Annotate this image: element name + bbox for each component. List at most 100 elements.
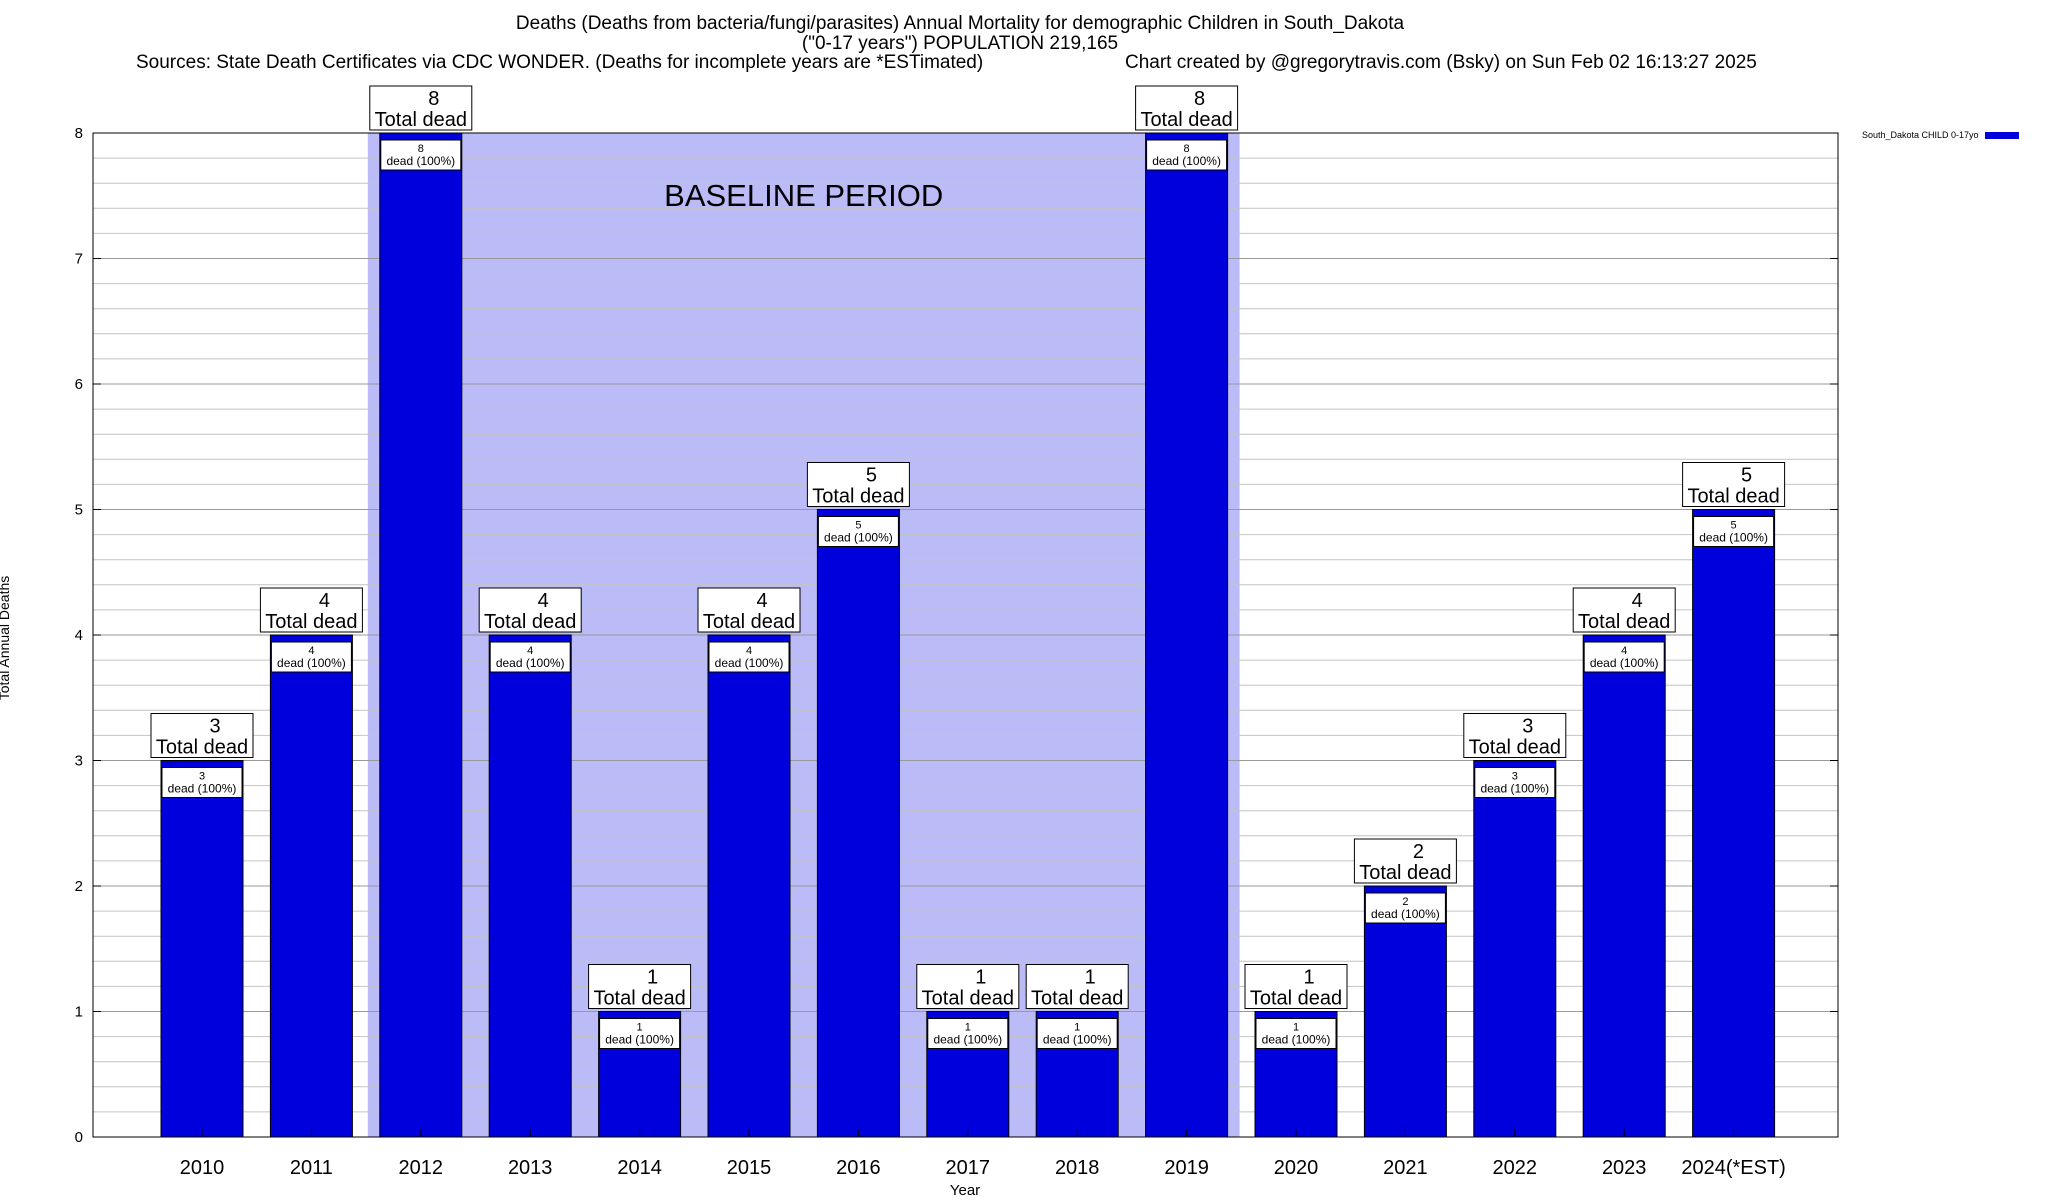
bar-total-label-box <box>1353 838 1457 884</box>
bar-total-value: 4 <box>1632 590 1643 612</box>
bar-total-label-box <box>1463 713 1567 758</box>
bar-inner-value: 1 <box>1074 1022 1080 1034</box>
bar-total-label: Total dead <box>265 611 357 633</box>
bar-total-value: 3 <box>209 716 220 738</box>
bar-total-label-box <box>806 462 910 507</box>
x-tick-label: 2023 <box>1602 1157 1647 1179</box>
bar-inner-label: dead (100%) <box>824 531 893 545</box>
y-tick-label: 8 <box>75 125 83 142</box>
bar-inner-label-box <box>1255 1018 1337 1049</box>
chart-title-line-2: ("0-17 years") POPULATION 219,165 <box>801 33 1119 54</box>
bar-inner-label-box <box>380 139 462 171</box>
bar-total-label-box <box>150 713 254 758</box>
bar-inner-label-box <box>927 1018 1009 1049</box>
x-tick-label: 2022 <box>1493 1157 1538 1179</box>
bar-inner-label-box <box>1364 892 1446 924</box>
bar-total-label-box <box>697 587 801 633</box>
x-tick-label: 2015 <box>727 1157 772 1179</box>
bar-inner-label: dead (100%) <box>168 782 237 796</box>
bar-inner-value: 8 <box>1184 143 1190 155</box>
x-tick-label: 2010 <box>180 1157 225 1179</box>
bar-inner-label: dead (100%) <box>386 154 455 168</box>
bar <box>816 509 900 1138</box>
bar-total-value: 5 <box>1741 465 1752 487</box>
bar <box>160 760 244 1138</box>
bar-inner-label-box <box>270 641 352 673</box>
y-tick-label: 0 <box>75 1129 83 1146</box>
bar-total-label-box <box>916 964 1020 1009</box>
bar <box>1692 509 1776 1138</box>
bar <box>1473 760 1557 1138</box>
bar-inner-label-box <box>1693 516 1775 547</box>
bar-inner-label-box <box>817 516 899 547</box>
x-tick-label: 2011 <box>290 1157 333 1179</box>
bar-inner-value: 1 <box>637 1022 643 1034</box>
bar-total-label-box <box>1682 462 1786 507</box>
bar-inner-label-box <box>1583 641 1665 673</box>
x-tick-label: 2012 <box>399 1157 444 1179</box>
bar-inner-value: 5 <box>1731 520 1737 532</box>
chart-sources: Sources: State Death Certificates via CD… <box>136 52 984 73</box>
baseline-label: BASELINE PERIOD <box>664 178 943 213</box>
bar-inner-label-box <box>1146 139 1228 171</box>
bar-inner-label: dead (100%) <box>1699 531 1768 545</box>
bar-inner-label: dead (100%) <box>496 656 565 670</box>
x-tick-label: 2017 <box>946 1157 991 1179</box>
bar-total-value: 4 <box>319 590 330 612</box>
bar-total-value: 1 <box>647 967 658 989</box>
bar-inner-value: 1 <box>1293 1022 1299 1034</box>
bar-total-label-box <box>588 964 692 1009</box>
bar-inner-value: 4 <box>527 645 533 657</box>
bar-inner-label: dead (100%) <box>605 1033 674 1047</box>
x-tick-label: 2014 <box>617 1157 662 1179</box>
bar-total-label: Total dead <box>156 737 248 759</box>
bar-total-label: Total dead <box>922 988 1014 1010</box>
bar-total-label: Total dead <box>703 611 795 633</box>
bar-total-label: Total dead <box>1359 862 1451 884</box>
bar-inner-label-box <box>489 641 571 673</box>
legend-swatch <box>1984 131 2019 139</box>
bar-inner-label: dead (100%) <box>1043 1033 1112 1047</box>
bar-total-value: 1 <box>1303 967 1314 989</box>
x-tick-label: 2024(*EST) <box>1681 1157 1786 1179</box>
bar-inner-label: dead (100%) <box>1262 1033 1331 1047</box>
bar-total-value: 4 <box>538 590 549 612</box>
bar-total-value: 8 <box>428 88 439 110</box>
bar-inner-value: 4 <box>308 645 314 657</box>
x-axis-label: Year <box>950 1182 980 1199</box>
x-tick-label: 2013 <box>508 1157 553 1179</box>
bar-inner-label: dead (100%) <box>1590 656 1659 670</box>
bar-total-value: 1 <box>975 967 986 989</box>
bar-inner-value: 2 <box>1402 896 1408 908</box>
bar-inner-value: 5 <box>855 520 861 532</box>
bar <box>1582 634 1666 1138</box>
bar-inner-label: dead (100%) <box>1371 907 1440 921</box>
y-tick-label: 6 <box>75 376 83 393</box>
bar-inner-label-box <box>599 1018 681 1049</box>
bar <box>269 634 353 1138</box>
bar-total-label-box <box>1572 587 1676 633</box>
bar-inner-value: 3 <box>199 771 205 783</box>
bar-inner-label-box <box>1036 1018 1118 1049</box>
legend: South_Dakota CHILD 0-17yo <box>1862 130 2019 140</box>
chart-title-line-1: Deaths (Deaths from bacteria/fungi/paras… <box>515 13 1405 34</box>
bar-inner-label-box <box>708 641 790 673</box>
y-tick-label: 4 <box>75 627 83 644</box>
bar-inner-label-box <box>1474 767 1556 798</box>
bar-total-label-box <box>1135 85 1239 131</box>
bar <box>707 634 791 1138</box>
bar-total-value: 1 <box>1085 967 1096 989</box>
y-tick-label: 2 <box>75 878 83 895</box>
y-tick-label: 5 <box>75 502 83 519</box>
bar-inner-label: dead (100%) <box>1480 782 1549 796</box>
bar-total-label: Total dead <box>1469 737 1561 759</box>
x-tick-label: 2019 <box>1164 1157 1209 1179</box>
bar-inner-label-box <box>161 767 243 798</box>
bar-total-label: Total dead <box>1140 109 1232 131</box>
bar-total-label: Total dead <box>593 988 685 1010</box>
bar-total-value: 5 <box>866 465 877 487</box>
bar-inner-label: dead (100%) <box>277 656 346 670</box>
bar-total-label: Total dead <box>484 611 576 633</box>
bar-total-value: 2 <box>1413 841 1424 863</box>
bar-total-label: Total dead <box>375 109 467 131</box>
